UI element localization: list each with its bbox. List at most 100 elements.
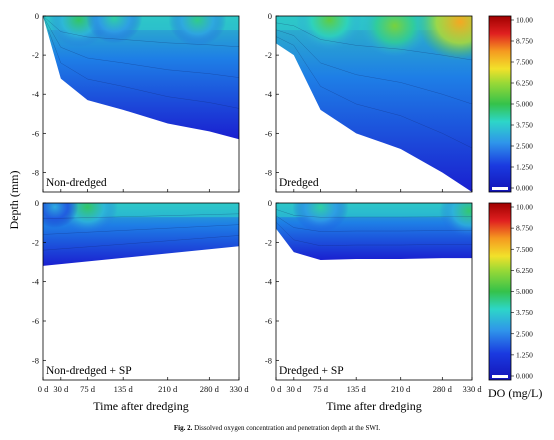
do-region [276,16,472,192]
y-tick-label: -4 [265,277,273,287]
panel-4: 0 -2 -4 -6 -8 0 d 30 d 75 d 135 d 210 d 280 d 330 d… [265,198,482,394]
y-tick-label: 0 [268,198,272,208]
x-tick-label: 30 d [53,384,69,394]
colorbar-tick-label: 8.750 [516,224,533,233]
y-tick-label: -6 [265,316,272,326]
colorbar-label: DO (mg/L) [488,386,542,400]
figure-caption: Fig. 2. Dissolved oxygen concentration a… [0,424,554,432]
do-field [43,16,239,140]
colorbar-tick-label: 2.500 [516,142,533,151]
colorbar-tick-label: 10.00 [516,16,533,25]
x-axis-label-right: Time after dredging [326,399,422,413]
colorbar-tick-label: 8.750 [516,37,533,46]
y-tick-label: 0 [35,198,39,208]
colorbar-tick-label: 0.000 [516,372,533,381]
colorbar-tick-label: 6.250 [516,79,533,88]
panel-label: Non-dredged + SP [46,365,132,377]
do-hotspot [296,16,363,50]
hotspot-group [276,203,472,246]
colorbar-2: 10.00 8.750 7.500 6.250 5.000 3.750 2.500 1.250… [488,202,533,381]
y-tick-label: -2 [265,237,272,247]
colorbar-zero-swatch [492,187,508,190]
contour-line [276,29,472,105]
x-tick-label: 75 d [313,384,329,394]
contour-line [43,16,239,78]
colorbars-group: 10.00 8.750 7.500 6.250 5.000 3.750 2.500 1.250… [488,16,542,401]
do-field [276,16,472,192]
x-tick-label: 280 d [433,384,453,394]
y-tick-label: -8 [265,355,272,365]
x-tick-label: 210 d [158,384,178,394]
y-tick-label: -4 [32,89,40,99]
colorbar-tick-label: 1.250 [516,163,533,172]
x-tick-label: 280 d [200,384,220,394]
y-tick-label: -8 [32,167,39,177]
x-tick-label: 0 d [38,384,49,394]
panel-1: 0 -2 -4 -6 -8 Non-dredged [32,11,240,193]
y-tick-label: -2 [32,237,39,247]
y-tick-label: 0 [268,11,272,21]
x-tick-label: 135 d [114,384,134,394]
colorbar-tick-label: 1.250 [516,350,533,359]
x-tick-label: 330 d [229,384,249,394]
panel-frame [42,15,240,193]
colorbar-tick-label: 10.00 [516,203,533,212]
contour-line [276,22,472,61]
y-tick-label: 0 [35,11,39,21]
y-tick-label: -8 [32,355,39,365]
do-region [43,16,239,140]
hotspot-group [43,16,239,109]
contour-line [43,16,239,109]
colorbar-zero-swatch [492,375,508,378]
x-tick-label: 0 d [271,384,282,394]
caption-label: Fig. 2. [173,424,193,432]
contour-line [43,235,239,251]
colorbar-tick-label: 7.500 [516,245,533,254]
colorbar-tick-label: 5.000 [516,287,533,296]
contour-line [276,215,472,232]
shared-axis-labels: Depth (mm) Time after dredging Time afte… [7,171,422,414]
do-hotspot [360,16,430,57]
do-field [276,203,472,261]
panels-group: 0 -2 -4 -6 -8 Non-dredged 0 -2 -4 -6 -8 Dredged 0 -2 -… [32,11,482,394]
y-tick-label: -2 [32,50,39,60]
do-hotspot [86,16,143,44]
panel-frame [275,202,473,381]
panel-2: 0 -2 -4 -6 -8 Dredged [265,11,473,193]
panel-3: 0 -2 -4 -6 -8 0 d 30 d 75 d 135 d 210 d 280 d 330 d… [32,198,249,394]
x-tick-label: 30 d [286,384,302,394]
x-tick-label: 135 d [347,384,367,394]
do-field [43,203,239,266]
panel-label: Dredged [279,177,319,189]
contour-line [276,36,472,149]
contour-line [43,16,239,47]
y-tick-label: -6 [265,128,272,138]
caption-text: Dissolved oxygen concentration and penet… [194,424,381,432]
y-tick-label: -4 [265,89,273,99]
y-axis-label: Depth (mm) [7,171,21,230]
colorbar-tick-label: 0.000 [516,184,533,193]
y-tick-label: -6 [32,128,39,138]
colorbar-tick-label: 5.000 [516,100,533,109]
contour-line [276,209,472,218]
colorbar-fill [488,202,512,381]
panel-frame [42,202,240,381]
colorbar-tick-label: 3.750 [516,121,533,130]
contour-line [276,222,472,246]
y-tick-label: -4 [32,277,40,287]
do-hotspot [168,16,227,46]
do-hotspot [417,16,472,61]
panel-label: Dredged + SP [279,365,344,377]
x-axis-label-left: Time after dredging [93,399,189,413]
x-tick-label: 210 d [391,384,411,394]
contour-line [43,213,239,219]
panel-frame [275,15,473,193]
contour-line [43,224,239,235]
hotspot-group [276,16,472,149]
panel-label: Non-dredged [46,177,107,189]
x-tick-label: 75 d [80,384,96,394]
y-tick-label: -2 [265,50,272,60]
colorbar-tick-label: 7.500 [516,58,533,67]
colorbar-tick-label: 2.500 [516,329,533,338]
